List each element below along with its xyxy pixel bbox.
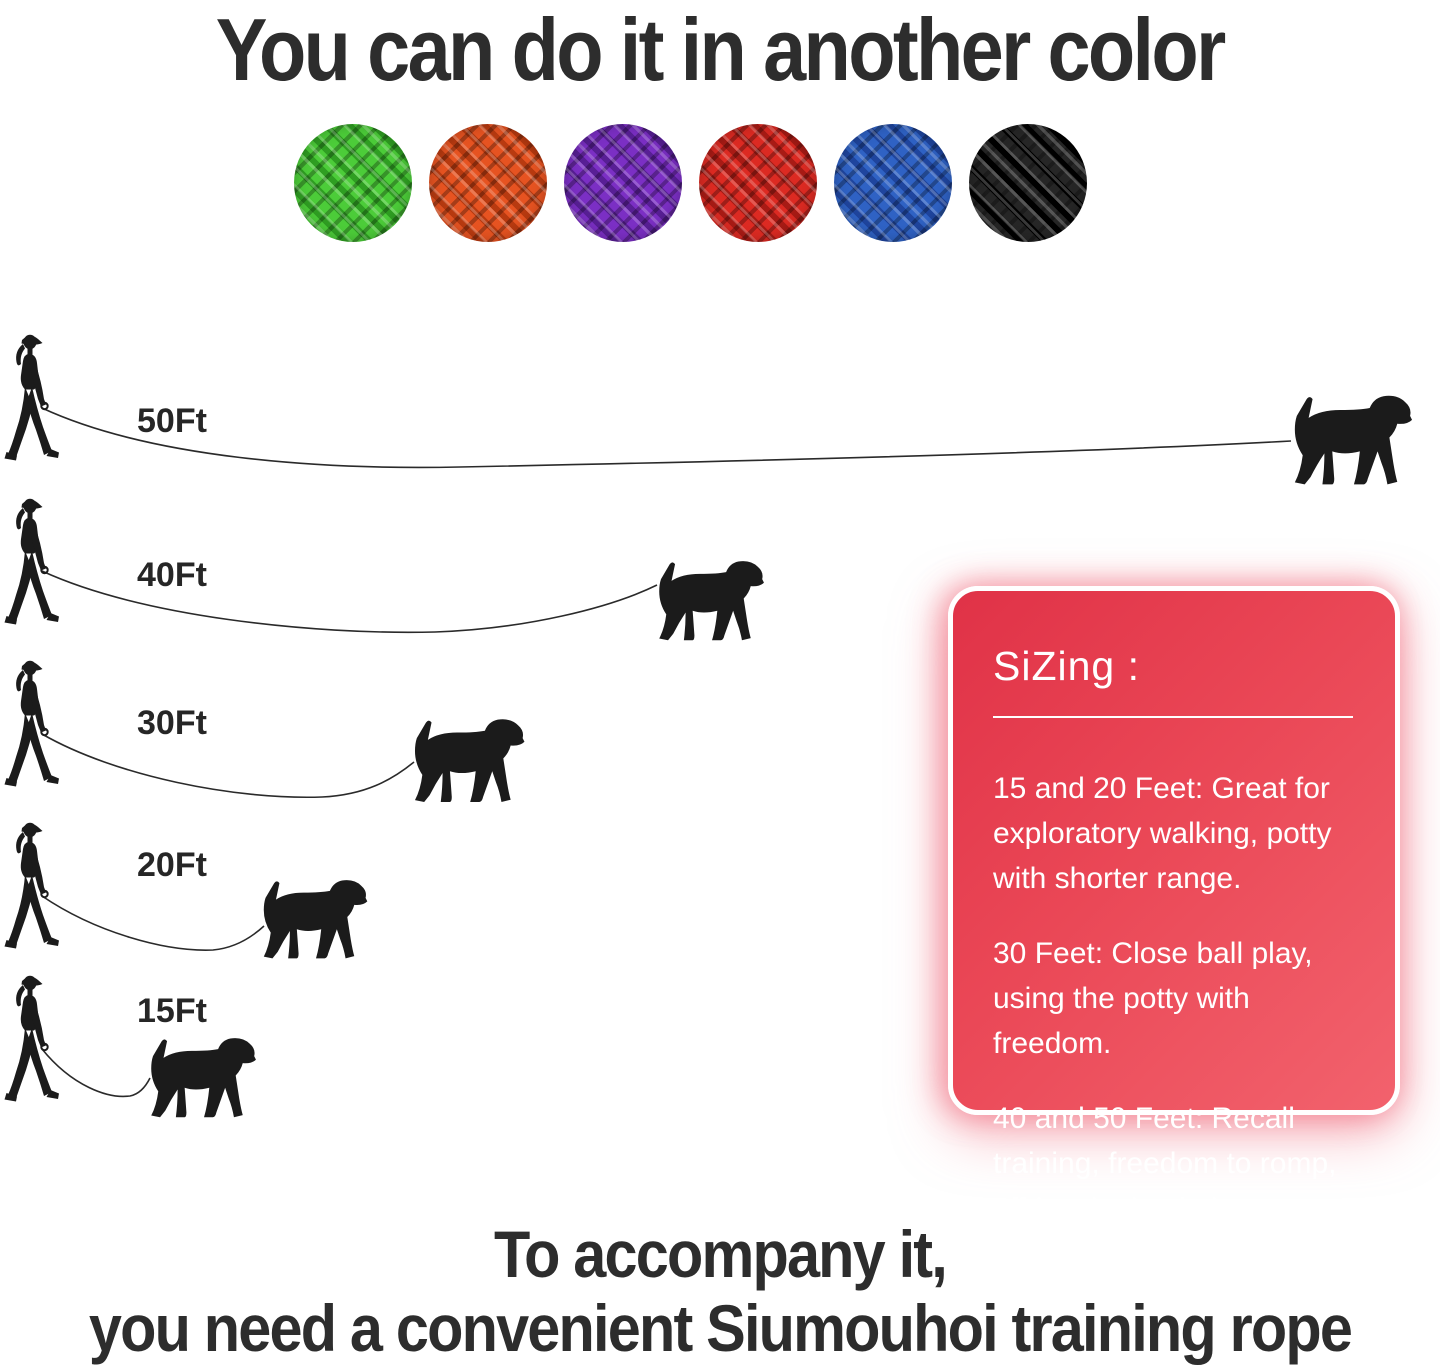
leash-line-30ft — [41, 733, 415, 799]
color-swatch-purple — [563, 124, 682, 242]
color-swatch-orange — [428, 124, 547, 242]
footer-line-1: To accompany it, — [493, 1217, 948, 1291]
sizing-item-30ft: 30 Feet: Close ball play, using the pott… — [993, 937, 1313, 1060]
person-icon — [3, 821, 59, 950]
person-icon — [3, 659, 59, 788]
leash-line-50ft — [41, 407, 1292, 469]
page-title: You can do it in another color — [0, 0, 1440, 96]
person-icon — [3, 333, 59, 462]
color-swatch-green — [293, 124, 412, 242]
sizing-card: SiZing : 15 and 20 Feet: Great for explo… — [948, 586, 1400, 1225]
color-swatch-red — [698, 124, 817, 242]
sizing-card-heading: SiZing : — [993, 643, 1140, 689]
footer-line-2: you need a convenient Siumouhoi training… — [88, 1290, 1353, 1365]
sizing-item-15-20ft: 15 and 20 Feet: Great for exploratory wa… — [993, 772, 1332, 895]
leash-line-20ft — [41, 895, 265, 951]
dog-icon — [1294, 395, 1413, 485]
length-label-15ft: 15Ft — [137, 992, 207, 1030]
person-icon — [3, 974, 59, 1103]
length-label-20ft: 20Ft — [137, 846, 207, 884]
page-title-text: You can do it in another color — [216, 0, 1227, 99]
dog-icon — [263, 880, 368, 959]
length-label-30ft: 30Ft — [137, 704, 207, 742]
leash-line-40ft — [41, 570, 658, 634]
person-icon — [3, 497, 59, 626]
footer-headline: To accompany it, you need a convenient S… — [0, 1217, 1440, 1366]
color-swatch-blue — [833, 124, 952, 242]
length-label-50ft: 50Ft — [137, 402, 207, 440]
color-swatch-black — [968, 124, 1087, 242]
sizing-card-divider — [993, 716, 1353, 718]
sizing-item-40-50ft: 40 and 50 Feet: Recall training, freedom… — [993, 1102, 1337, 1225]
color-swatch-row — [0, 124, 1410, 242]
length-label-40ft: 40Ft — [137, 556, 207, 594]
dog-icon — [414, 719, 525, 803]
dog-icon — [659, 561, 764, 641]
dog-icon — [151, 1038, 256, 1118]
